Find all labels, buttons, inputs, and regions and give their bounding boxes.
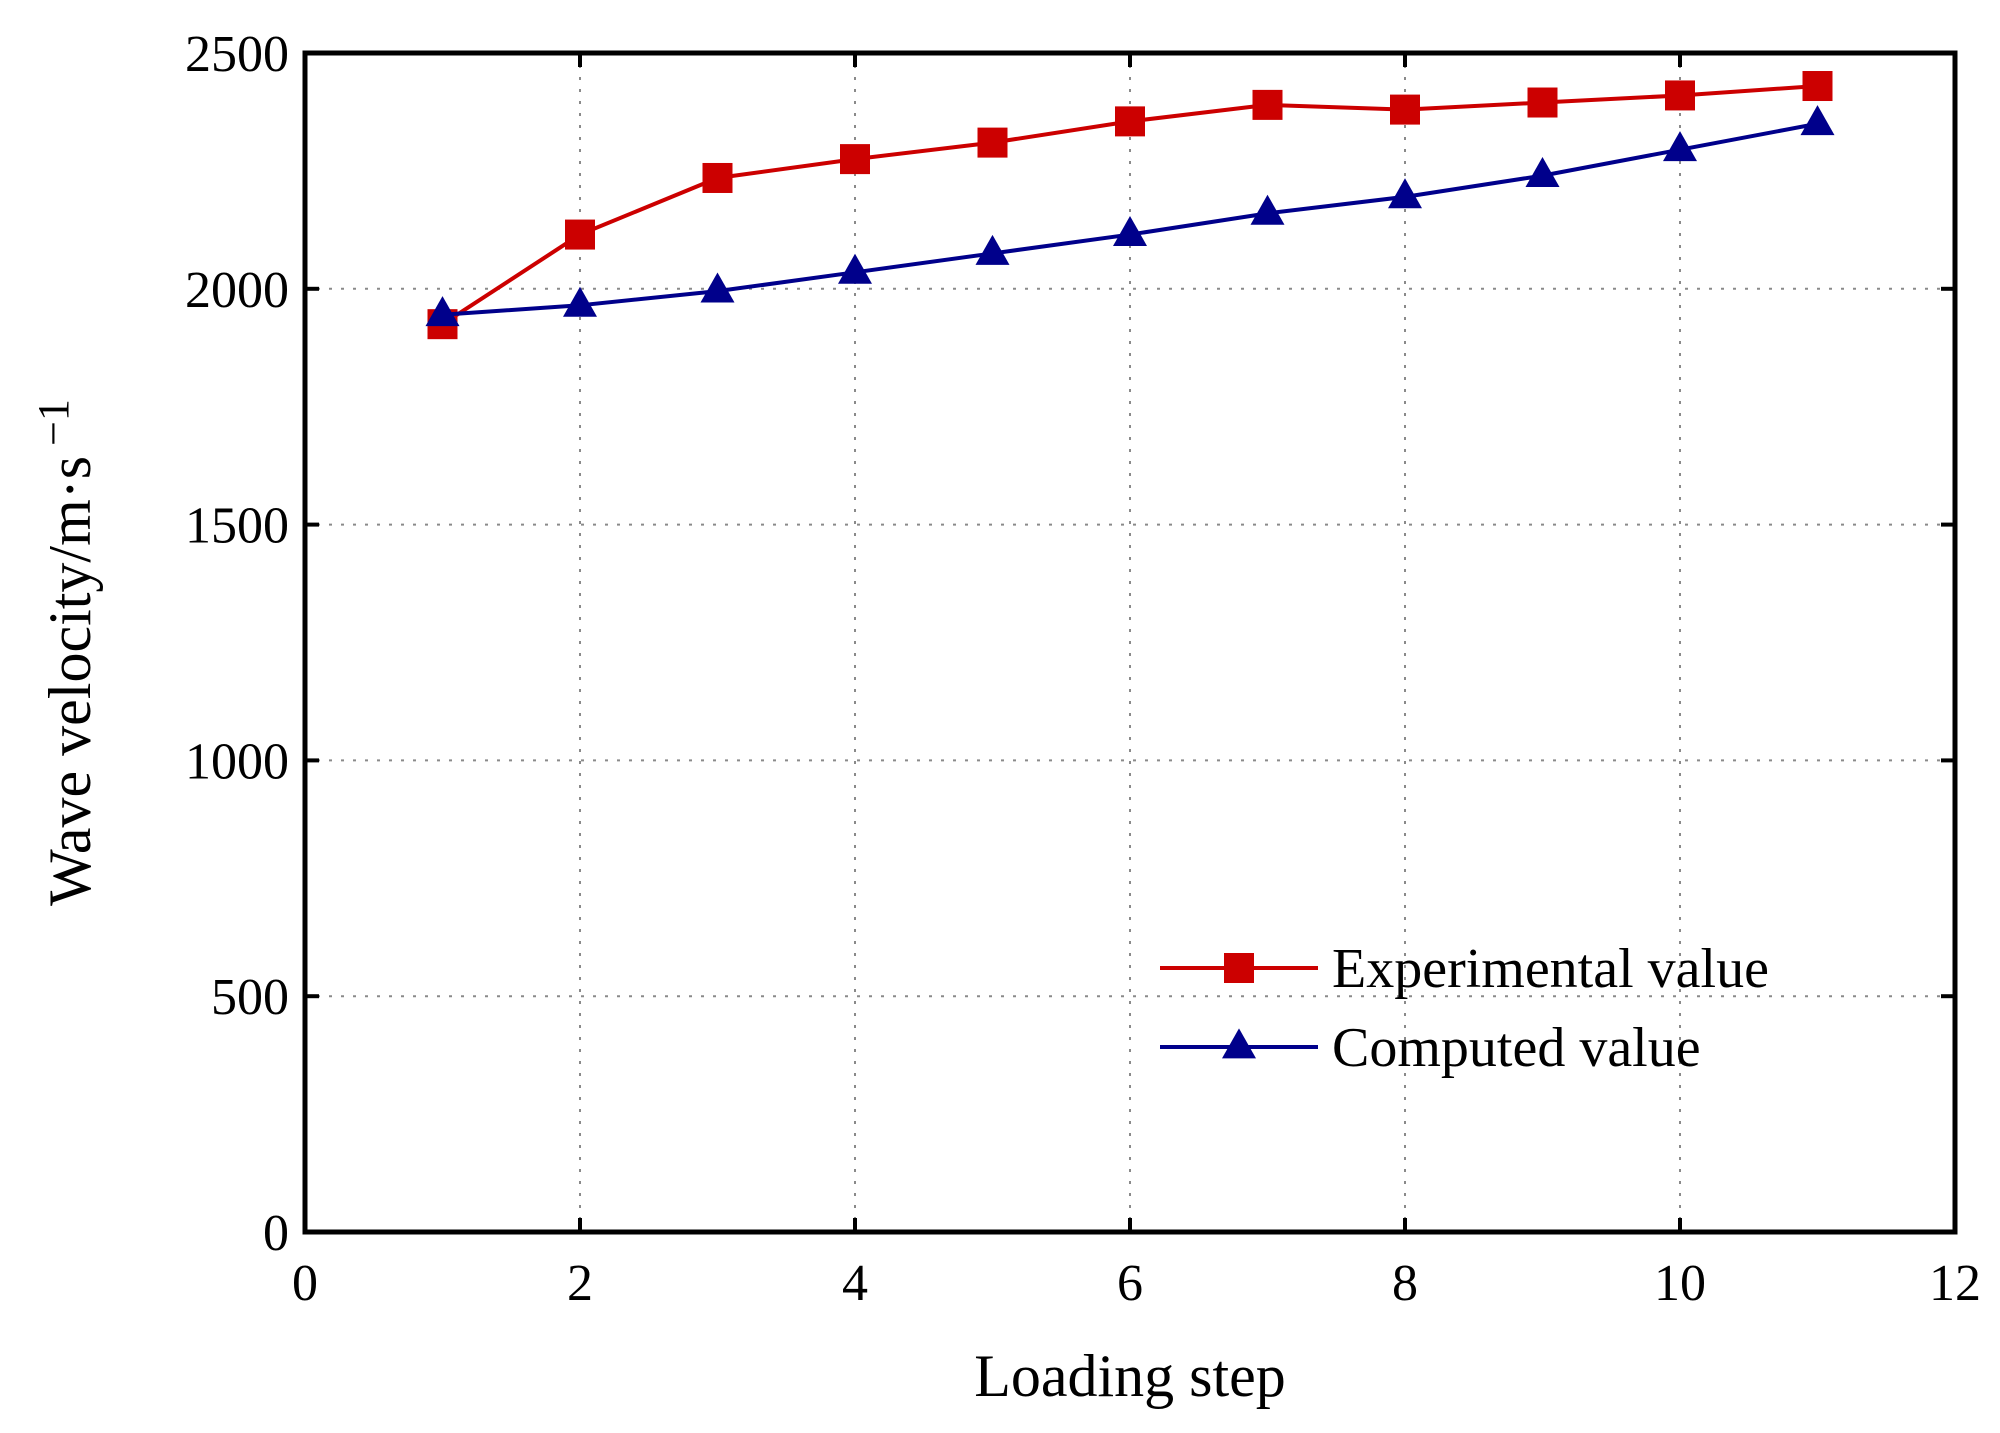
data-point-computed-value [1250,194,1285,225]
data-point-computed-value [1663,131,1697,162]
data-point-experimental-value [1390,94,1420,125]
y-tick-label: 1000 [185,733,289,790]
y-tick-label: 500 [211,969,289,1026]
data-point-computed-value [1525,157,1560,188]
y-axis-title-main: Wave velocity/m·s [37,456,103,906]
data-point-experimental-value [1252,89,1283,120]
data-point-experimental-value [1665,80,1695,111]
data-point-computed-value [1388,178,1422,209]
data-point-computed-value [975,234,1010,265]
data-point-experimental-value [1802,71,1833,102]
y-axis-title: Wave velocity/m·s −1 [29,399,103,906]
y-tick-label: 2500 [185,26,289,83]
x-tick-label: 4 [842,1255,868,1312]
x-axis-title: Loading step [974,1343,1286,1409]
series-layer [425,71,1835,340]
data-point-computed-value [700,272,735,303]
data-point-experimental-value [977,127,1008,158]
y-axis-title-superscript: −1 [29,399,78,446]
x-tick-label: 12 [1929,1255,1981,1312]
data-point-experimental-value [1527,87,1558,118]
axis-tick-labels: 0 2 4 6 8 10 12 0 500 1000 1500 2000 2500 [185,26,1981,1312]
legend-marker [1222,1028,1256,1059]
data-point-experimental-value [840,144,870,175]
series-computed-value [425,105,1835,327]
data-point-experimental-value [565,219,595,250]
data-point-experimental-value [1115,106,1145,137]
legend-label: Computed value [1332,1017,1701,1079]
y-tick-label: 2000 [185,262,289,319]
data-point-computed-value [838,253,872,284]
legend-item: Computed value [1160,1017,1701,1079]
y-tick-label: 0 [263,1205,289,1262]
data-point-computed-value [425,296,460,327]
data-point-computed-value [1800,105,1835,136]
legend-item: Experimental value [1160,938,1769,1000]
grid-lines [305,53,1955,1232]
x-tick-label: 8 [1392,1255,1418,1312]
axis-ticks [303,51,1957,1234]
legend-marker [1224,953,1254,983]
x-tick-label: 10 [1654,1255,1706,1312]
data-point-computed-value [1113,215,1147,246]
data-point-experimental-value [702,162,733,193]
x-tick-label: 2 [567,1255,593,1312]
y-tick-label: 1500 [185,498,289,555]
x-tick-label: 6 [1117,1255,1143,1312]
legend-label: Experimental value [1332,938,1769,1000]
data-point-computed-value [563,286,597,317]
legend: Experimental value Computed value [1160,938,1769,1079]
x-tick-label: 0 [292,1255,318,1312]
